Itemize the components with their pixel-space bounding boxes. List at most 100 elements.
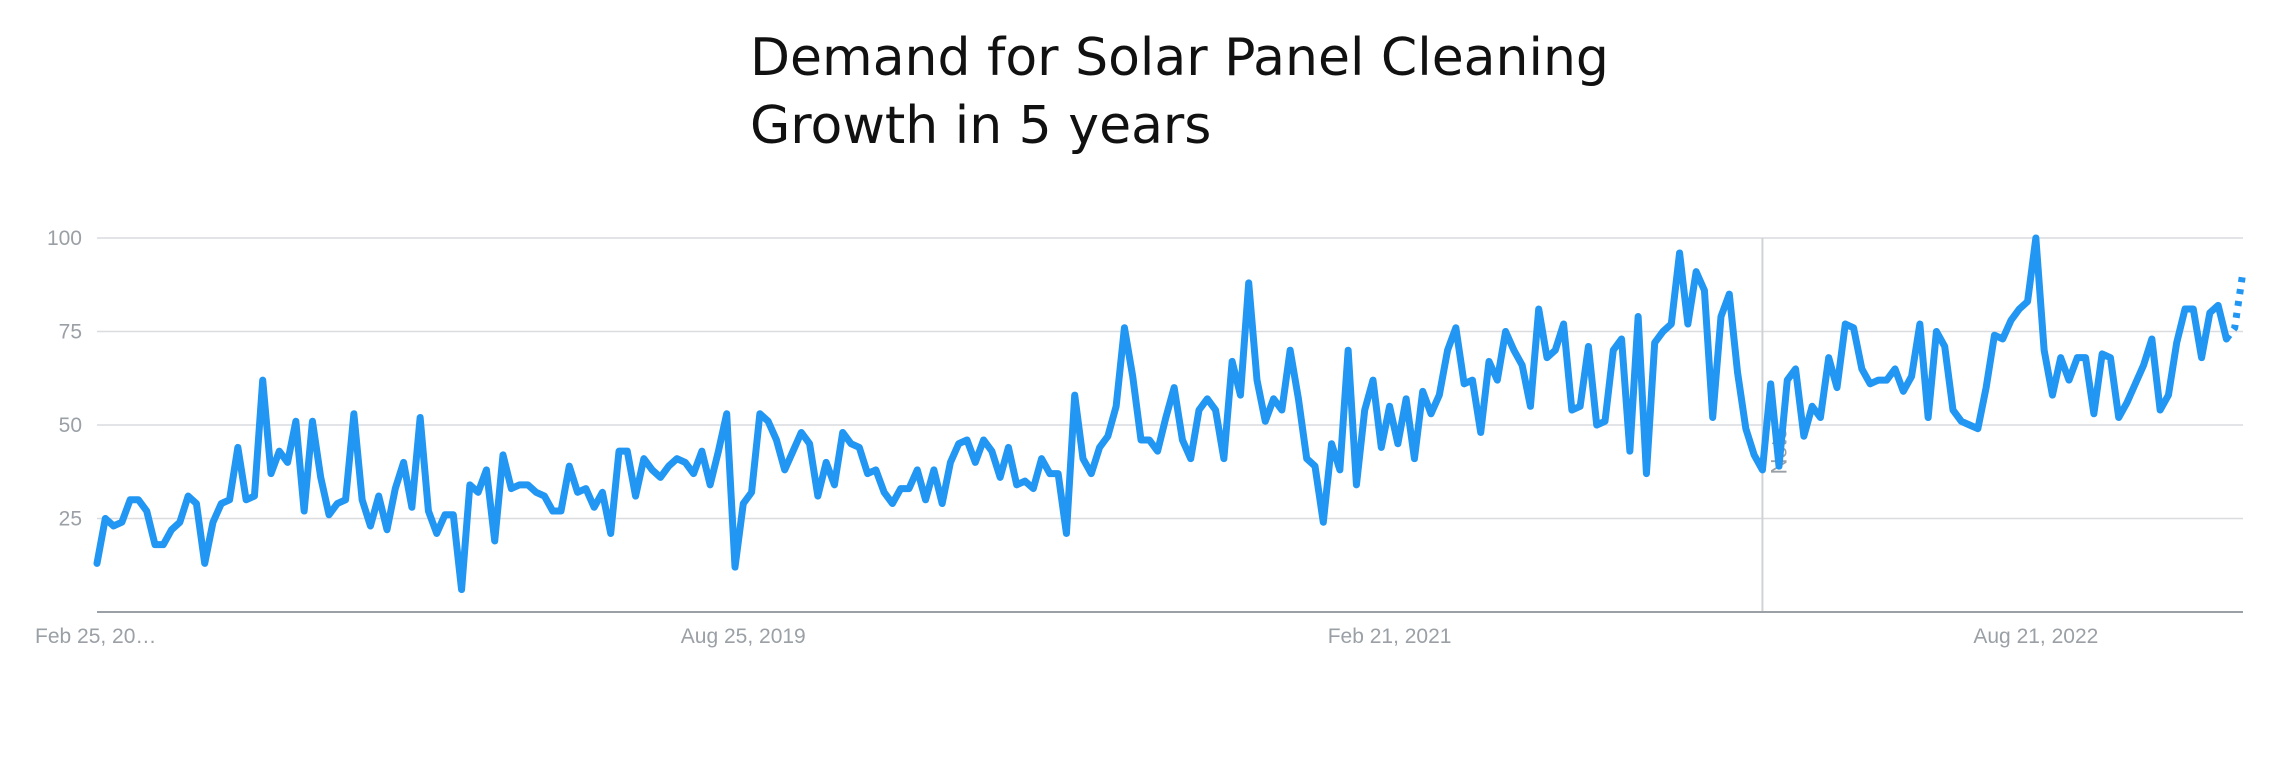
data-point (1378, 444, 1384, 450)
data-point (268, 471, 274, 477)
data-point (1759, 467, 1765, 473)
data-point (1900, 388, 1906, 394)
data-point (931, 467, 937, 473)
data-point (1196, 407, 1202, 413)
data-point (1569, 407, 1575, 413)
data-point (1809, 403, 1815, 409)
data-point (434, 530, 440, 536)
x-tick-label: Feb 21, 2021 (1328, 625, 1452, 648)
data-point (765, 418, 771, 424)
data-point (1859, 366, 1865, 372)
data-point (260, 377, 266, 383)
data-point (1287, 347, 1293, 353)
data-point (243, 497, 249, 503)
data-point (1030, 486, 1036, 492)
data-point (1213, 407, 1219, 413)
data-point (227, 497, 233, 503)
data-point (914, 467, 920, 473)
data-point (558, 508, 564, 514)
data-point (807, 441, 813, 447)
data-point (616, 448, 622, 454)
data-point (1909, 373, 1915, 379)
data-point (724, 411, 730, 417)
data-point (2124, 400, 2130, 406)
data-point (1121, 325, 1127, 331)
data-point (1950, 407, 1956, 413)
data-point (1958, 418, 1964, 424)
data-point (906, 486, 912, 492)
data-point (1801, 433, 1807, 439)
data-point (1768, 381, 1774, 387)
data-point (293, 418, 299, 424)
data-point (1793, 366, 1799, 372)
data-point (608, 530, 614, 536)
data-point (1055, 471, 1061, 477)
data-point (459, 587, 465, 593)
data-point (823, 459, 829, 465)
data-point (1967, 422, 1973, 428)
data-point (334, 501, 340, 507)
data-point (1701, 287, 1707, 293)
data-point (541, 493, 547, 499)
data-point (2223, 336, 2229, 342)
data-point (483, 467, 489, 473)
data-point (500, 452, 506, 458)
data-point (666, 463, 672, 469)
data-point (1925, 415, 1931, 421)
data-point (782, 467, 788, 473)
data-point (276, 448, 282, 454)
data-point (1237, 392, 1243, 398)
data-point (392, 486, 398, 492)
data-point (1660, 329, 1666, 335)
x-tick-label: Feb 25, 20… (35, 625, 156, 648)
data-point (1652, 340, 1658, 346)
data-point (989, 448, 995, 454)
data-point (1362, 407, 1368, 413)
data-point (1619, 336, 1625, 342)
data-point (1718, 314, 1724, 320)
data-point (649, 467, 655, 473)
data-point (997, 474, 1003, 480)
data-point (873, 467, 879, 473)
data-point (111, 523, 117, 529)
data-point (2041, 347, 2047, 353)
data-point (2033, 235, 2039, 241)
data-point (1544, 355, 1550, 361)
data-point (1254, 377, 1260, 383)
y-tick-label-100: 100 (47, 227, 82, 250)
data-point (2091, 411, 2097, 417)
data-point (981, 437, 987, 443)
data-point (1892, 366, 1898, 372)
data-point (1602, 418, 1608, 424)
data-point (2199, 355, 2205, 361)
data-point (1536, 306, 1542, 312)
data-point (1345, 347, 1351, 353)
data-point (566, 463, 572, 469)
data-point (898, 486, 904, 492)
data-point (889, 501, 895, 507)
data-point (1610, 347, 1616, 353)
data-point (1428, 411, 1434, 417)
data-point (1834, 385, 1840, 391)
data-point (1320, 519, 1326, 525)
data-point (384, 527, 390, 533)
data-point (1842, 321, 1848, 327)
data-point (599, 489, 605, 495)
data-point (1552, 347, 1558, 353)
data-point (972, 459, 978, 465)
data-point (301, 508, 307, 514)
data-point (1594, 422, 1600, 428)
data-point (1693, 269, 1699, 275)
data-point (923, 497, 929, 503)
data-point (1097, 444, 1103, 450)
chart-title-line-1: Demand for Solar Panel Cleaning (750, 28, 1609, 88)
data-point (790, 448, 796, 454)
data-point (2107, 355, 2113, 361)
data-point (1436, 392, 1442, 398)
data-point (1991, 332, 1997, 338)
chart-title-line-2: Growth in 5 years (750, 96, 1212, 156)
data-point (732, 564, 738, 570)
data-point (657, 474, 663, 480)
